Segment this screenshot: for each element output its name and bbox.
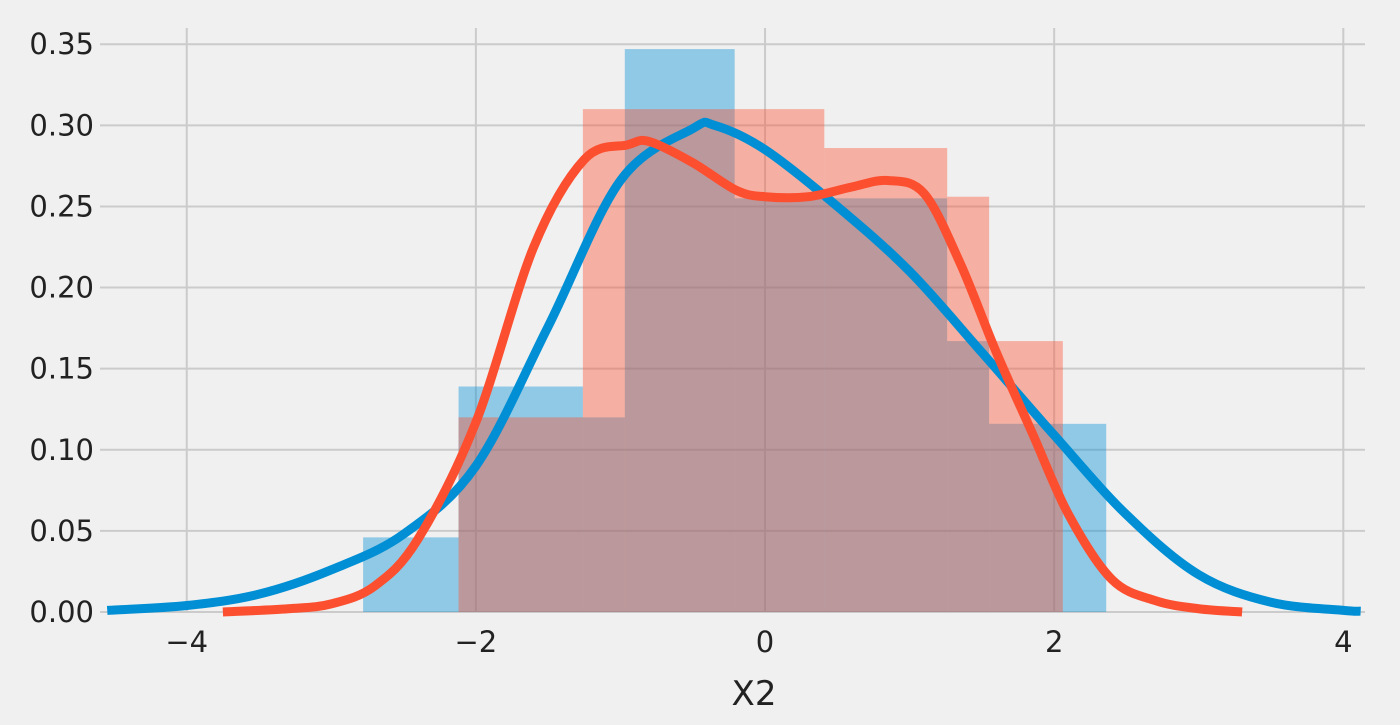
grid-layer [100,28,1365,613]
x-tick-label: 2 [1045,625,1063,659]
y-tick-label: 0.35 [29,27,94,61]
y-tick-label: 0.25 [29,189,94,223]
x-tick-label: −2 [455,625,498,659]
kde-line-series-1 [106,117,1361,616]
y-tick-label: 0.00 [29,595,94,629]
x-tick-label: −4 [165,625,208,659]
histogram-bar-series-2 [582,109,825,612]
histogram-bars-layer [363,49,1107,613]
histogram-bar-series-2 [824,148,948,613]
histogram-bar-series-1 [947,341,990,612]
y-tick-label: 0.10 [29,433,94,467]
x-axis-title: X2 [732,674,777,714]
x-tick-label: 4 [1334,625,1352,659]
histogram-bar-series-1 [989,423,1107,612]
kde-line-series-2 [222,135,1243,617]
histogram-bar-series-2 [947,196,990,612]
y-tick-label: 0.05 [29,514,94,548]
y-tick-label: 0.20 [29,271,94,305]
histogram-bar-series-2 [458,417,583,612]
histogram-bar-series-1 [582,417,625,612]
y-tick-label: 0.30 [29,108,94,142]
x-tick-label: 0 [756,625,774,659]
tick-labels-layer: 0.00 0.05 0.10 0.15 0.20 0.25 0.30 0.35 −4 −2 0 2 4 [29,27,1352,659]
kde-lines-layer [106,117,1361,617]
y-tick-label: 0.15 [29,352,94,386]
